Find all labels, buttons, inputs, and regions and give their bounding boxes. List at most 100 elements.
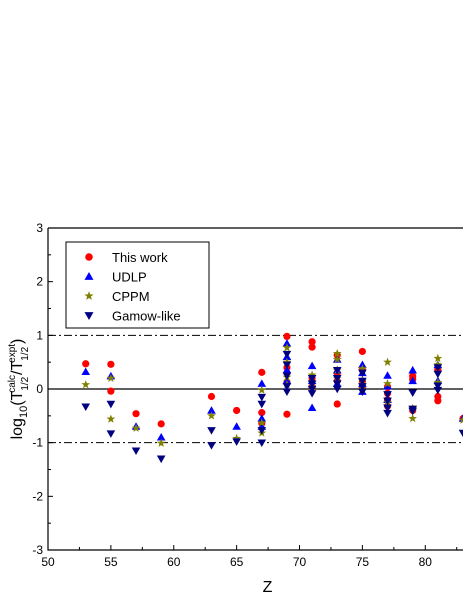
data-point-gamow-like bbox=[257, 400, 267, 409]
data-point-cppm bbox=[458, 415, 463, 424]
data-point-this-work bbox=[258, 409, 266, 417]
legend-marker-this-work bbox=[85, 253, 93, 261]
data-point-this-work bbox=[283, 332, 291, 341]
y-axis-title-part: 1/2 bbox=[20, 376, 31, 390]
y-tick-label: 0 bbox=[36, 382, 43, 396]
data-point-gamow-like bbox=[358, 369, 367, 378]
data-point-this-work bbox=[333, 400, 341, 408]
data-point-gamow-like bbox=[332, 375, 342, 383]
data-point-gamow-like bbox=[282, 350, 292, 359]
data-point-gamow-like bbox=[257, 427, 267, 435]
y-axis-title-part: log bbox=[9, 418, 26, 439]
series-this-work bbox=[82, 332, 463, 428]
data-point-cppm bbox=[433, 353, 443, 363]
x-tick-label: 80 bbox=[419, 555, 433, 569]
data-point-cppm bbox=[232, 433, 242, 443]
data-point-gamow-like bbox=[131, 447, 141, 456]
data-point-gamow-like bbox=[383, 391, 392, 399]
y-axis-title-part: 10 bbox=[18, 406, 30, 418]
data-point-gamow-like bbox=[282, 383, 292, 391]
data-point-udlp bbox=[282, 365, 292, 374]
data-point-gamow-like bbox=[383, 397, 392, 406]
data-point-udlp bbox=[383, 371, 392, 379]
data-point-gamow-like bbox=[332, 380, 342, 388]
data-point-cppm bbox=[383, 357, 392, 366]
data-point-udlp bbox=[257, 379, 267, 387]
data-point-cppm bbox=[408, 413, 418, 423]
y-axis-title-part: calc bbox=[7, 375, 18, 393]
data-point-cppm bbox=[131, 423, 141, 432]
data-point-udlp bbox=[307, 403, 317, 412]
data-point-gamow-like bbox=[282, 388, 292, 396]
legend-marker-udlp bbox=[84, 271, 94, 280]
data-point-this-work bbox=[157, 420, 165, 428]
data-point-udlp bbox=[307, 361, 317, 370]
data-point-cppm bbox=[358, 364, 367, 373]
legend-label-cppm: CPPM bbox=[112, 289, 150, 304]
data-point-gamow-like bbox=[332, 366, 342, 375]
data-point-gamow-like bbox=[358, 388, 367, 396]
y-tick-label: -2 bbox=[32, 489, 43, 503]
data-point-udlp bbox=[81, 367, 91, 376]
data-point-this-work bbox=[82, 360, 90, 368]
data-point-cppm bbox=[257, 385, 267, 394]
axes: 50 55 60 65 70 75 80-3-2-10123Zlog10(T1/2calc/… bbox=[7, 221, 463, 596]
data-point-gamow-like bbox=[257, 439, 267, 447]
y-axis-title-part: (T bbox=[9, 390, 26, 405]
data-point-cppm bbox=[282, 343, 292, 352]
data-point-gamow-like bbox=[433, 386, 443, 395]
data-point-gamow-like bbox=[307, 375, 317, 383]
data-point-gamow-like bbox=[106, 400, 116, 409]
data-point-gamow-like bbox=[358, 383, 367, 391]
legend-label-gamow-like: Gamow-like bbox=[112, 309, 181, 324]
data-point-cppm bbox=[106, 414, 116, 423]
x-tick-label: 65 bbox=[230, 555, 244, 569]
data-point-gamow-like bbox=[81, 403, 91, 412]
y-tick-label: 1 bbox=[36, 328, 43, 342]
data-point-cppm bbox=[257, 418, 267, 427]
data-point-this-work bbox=[107, 387, 115, 395]
y-tick-label: -1 bbox=[32, 436, 43, 450]
data-point-cppm bbox=[106, 373, 116, 382]
data-point-gamow-like bbox=[458, 429, 463, 438]
y-axis-title-part: 1/2 bbox=[20, 346, 31, 360]
y-axis-title: log10(T1/2calc/T1/2expt) bbox=[7, 339, 31, 440]
data-point-udlp bbox=[207, 406, 216, 414]
data-point-cppm bbox=[433, 377, 443, 387]
data-point-cppm bbox=[332, 348, 342, 358]
y-tick-label: 3 bbox=[36, 221, 43, 235]
legend-marker-cppm bbox=[84, 291, 94, 300]
data-point-udlp bbox=[408, 365, 417, 374]
data-point-cppm bbox=[156, 438, 166, 447]
data-point-gamow-like bbox=[383, 409, 392, 418]
y-axis-title-part: /T bbox=[9, 361, 26, 375]
data-point-udlp bbox=[282, 339, 292, 347]
y-tick-label: 2 bbox=[36, 275, 43, 289]
data-point-gamow-like bbox=[307, 390, 317, 398]
series-gamow-like bbox=[81, 350, 463, 464]
data-point-gamow-like bbox=[433, 370, 443, 379]
data-point-udlp bbox=[232, 422, 241, 430]
data-point-this-work bbox=[132, 410, 140, 418]
legend-label-udlp: UDLP bbox=[112, 270, 147, 285]
data-point-gamow-like bbox=[332, 385, 342, 394]
data-point-gamow-like bbox=[207, 427, 216, 435]
data-point-this-work bbox=[434, 397, 442, 405]
data-point-this-work bbox=[233, 406, 241, 415]
legend: This work UDLP CPPM Gamow-like bbox=[65, 241, 210, 329]
data-point-cppm bbox=[307, 370, 317, 379]
data-point-cppm bbox=[207, 411, 216, 420]
x-tick-label: 55 bbox=[104, 555, 118, 569]
data-point-udlp bbox=[408, 376, 417, 385]
plot-area bbox=[48, 332, 463, 464]
data-point-this-work bbox=[308, 338, 316, 346]
x-tick-label: 70 bbox=[293, 555, 307, 569]
data-point-gamow-like bbox=[383, 404, 392, 413]
x-axis-title: Z bbox=[263, 579, 273, 596]
data-point-udlp bbox=[257, 414, 267, 422]
legend-marker-gamow-like bbox=[84, 312, 94, 321]
data-point-gamow-like bbox=[307, 385, 317, 394]
data-point-cppm bbox=[81, 380, 91, 389]
data-point-this-work bbox=[107, 360, 115, 368]
data-point-this-work bbox=[258, 368, 266, 376]
